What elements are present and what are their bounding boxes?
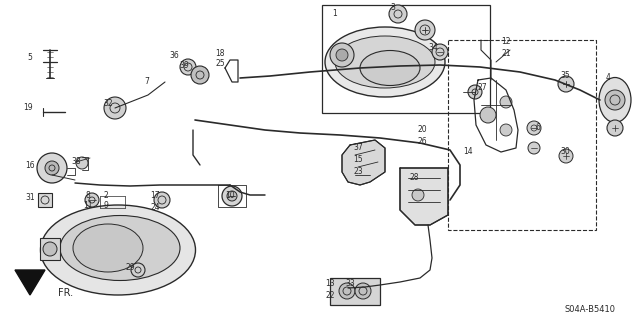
- Circle shape: [432, 44, 448, 60]
- Circle shape: [607, 120, 623, 136]
- Text: 32: 32: [103, 99, 113, 108]
- Text: 11: 11: [83, 202, 93, 211]
- Ellipse shape: [599, 78, 631, 122]
- Text: 31: 31: [25, 192, 35, 202]
- Text: 17: 17: [150, 190, 160, 199]
- Text: 14: 14: [463, 147, 473, 157]
- Text: 29: 29: [125, 263, 135, 272]
- Circle shape: [558, 76, 574, 92]
- Text: 8: 8: [86, 190, 90, 199]
- Circle shape: [468, 85, 482, 99]
- Text: 5: 5: [28, 53, 33, 62]
- Circle shape: [104, 97, 126, 119]
- Text: 33: 33: [345, 279, 355, 288]
- Text: 13: 13: [325, 279, 335, 288]
- Text: 30: 30: [560, 147, 570, 157]
- Text: S04A-B5410: S04A-B5410: [564, 306, 616, 315]
- Circle shape: [339, 283, 355, 299]
- Text: 26: 26: [417, 137, 427, 145]
- Text: 22: 22: [325, 291, 335, 300]
- Circle shape: [415, 20, 435, 40]
- Circle shape: [330, 43, 354, 67]
- Circle shape: [85, 193, 99, 207]
- Circle shape: [45, 161, 59, 175]
- Circle shape: [605, 90, 625, 110]
- Bar: [448, 40, 596, 230]
- Text: 25: 25: [215, 60, 225, 69]
- Bar: [40, 238, 60, 260]
- Circle shape: [154, 192, 170, 208]
- Ellipse shape: [60, 216, 180, 280]
- Circle shape: [76, 157, 88, 169]
- Circle shape: [222, 186, 242, 206]
- Circle shape: [336, 49, 348, 61]
- Circle shape: [191, 66, 209, 84]
- Text: 16: 16: [25, 160, 35, 169]
- Polygon shape: [15, 270, 45, 295]
- Circle shape: [527, 121, 541, 135]
- Text: 15: 15: [353, 155, 363, 165]
- Text: 35: 35: [560, 70, 570, 79]
- Text: 21: 21: [501, 48, 511, 57]
- Circle shape: [37, 153, 67, 183]
- Bar: [38, 193, 52, 207]
- Ellipse shape: [360, 50, 420, 85]
- Text: 24: 24: [150, 203, 160, 211]
- Polygon shape: [342, 140, 385, 185]
- Text: 4: 4: [605, 73, 611, 83]
- Circle shape: [227, 191, 237, 201]
- Circle shape: [389, 5, 407, 23]
- Polygon shape: [400, 168, 448, 225]
- Circle shape: [559, 149, 573, 163]
- Circle shape: [131, 263, 145, 277]
- Text: 37: 37: [353, 144, 363, 152]
- Text: 38: 38: [71, 158, 81, 167]
- Circle shape: [412, 189, 424, 201]
- Text: 19: 19: [23, 102, 33, 112]
- Text: 6: 6: [536, 123, 540, 132]
- Text: 36: 36: [169, 50, 179, 60]
- Bar: [330, 278, 380, 305]
- Text: 39: 39: [179, 61, 189, 70]
- Text: 7: 7: [145, 78, 149, 86]
- Ellipse shape: [325, 27, 445, 97]
- Text: FR.: FR.: [58, 288, 73, 298]
- Circle shape: [480, 107, 496, 123]
- Text: 18: 18: [215, 49, 225, 58]
- Text: 1: 1: [333, 10, 337, 19]
- Circle shape: [43, 242, 57, 256]
- Text: 3: 3: [390, 4, 396, 12]
- Text: 12: 12: [501, 38, 511, 47]
- Circle shape: [180, 59, 196, 75]
- Ellipse shape: [335, 36, 435, 88]
- Circle shape: [355, 283, 371, 299]
- Text: 23: 23: [353, 167, 363, 175]
- Text: 34: 34: [428, 43, 438, 53]
- Bar: [322, 5, 490, 113]
- Circle shape: [528, 142, 540, 154]
- Ellipse shape: [73, 224, 143, 272]
- Circle shape: [500, 124, 512, 136]
- Text: 10: 10: [225, 190, 235, 199]
- Text: 27: 27: [477, 84, 487, 93]
- Ellipse shape: [40, 205, 195, 295]
- Text: 20: 20: [417, 125, 427, 135]
- Circle shape: [500, 96, 512, 108]
- Text: 2: 2: [104, 190, 108, 199]
- Text: 9: 9: [104, 202, 108, 211]
- Text: 28: 28: [409, 174, 419, 182]
